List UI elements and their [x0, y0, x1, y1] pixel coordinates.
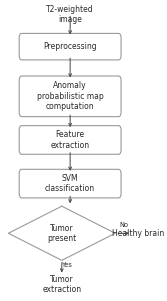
Text: Preprocessing: Preprocessing [43, 42, 97, 51]
Text: T2-weighted
image: T2-weighted image [46, 5, 94, 24]
FancyBboxPatch shape [19, 169, 121, 198]
Text: Anomaly
probabilistic map
computation: Anomaly probabilistic map computation [37, 81, 104, 111]
Text: Healthy brain: Healthy brain [113, 229, 165, 238]
FancyBboxPatch shape [19, 76, 121, 116]
Text: Tumor
extraction: Tumor extraction [42, 275, 81, 294]
Text: Yes: Yes [62, 262, 73, 268]
Text: SVM
classification: SVM classification [45, 174, 95, 193]
FancyBboxPatch shape [19, 33, 121, 60]
Text: Tumor
present: Tumor present [47, 224, 76, 243]
Text: No: No [120, 222, 129, 228]
FancyBboxPatch shape [19, 126, 121, 154]
Text: Feature
extraction: Feature extraction [51, 130, 90, 150]
